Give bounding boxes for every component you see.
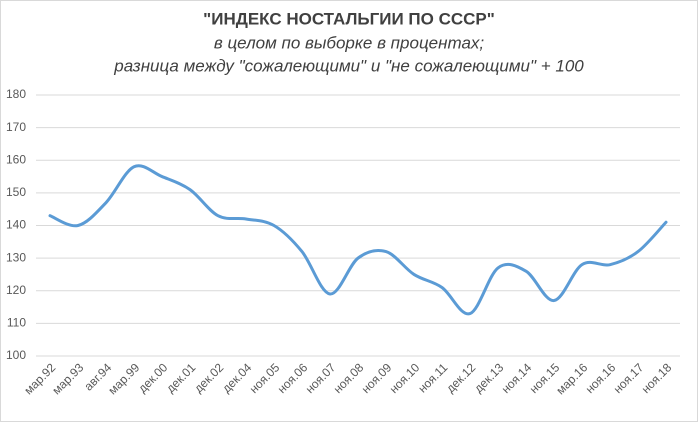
- y-tick-label: 140: [6, 218, 26, 232]
- y-tick-label: 120: [6, 283, 26, 297]
- y-tick-label: 110: [7, 316, 26, 330]
- y-tick-label: 170: [6, 120, 26, 134]
- y-tick-label: 150: [6, 185, 26, 199]
- chart-subtitle: в целом по выборке в процентах;: [214, 33, 485, 52]
- chart-title: "ИНДЕКС НОСТАЛЬГИИ ПО СССР": [203, 9, 495, 28]
- y-tick-label: 160: [6, 152, 26, 166]
- line: [48, 164, 668, 316]
- chart-subtitle: разница между "сожалеющими" и "не сожале…: [113, 56, 584, 75]
- y-tick-label: 180: [6, 87, 26, 101]
- y-tick-label: 130: [6, 250, 26, 264]
- y-tick-label: 100: [6, 348, 26, 362]
